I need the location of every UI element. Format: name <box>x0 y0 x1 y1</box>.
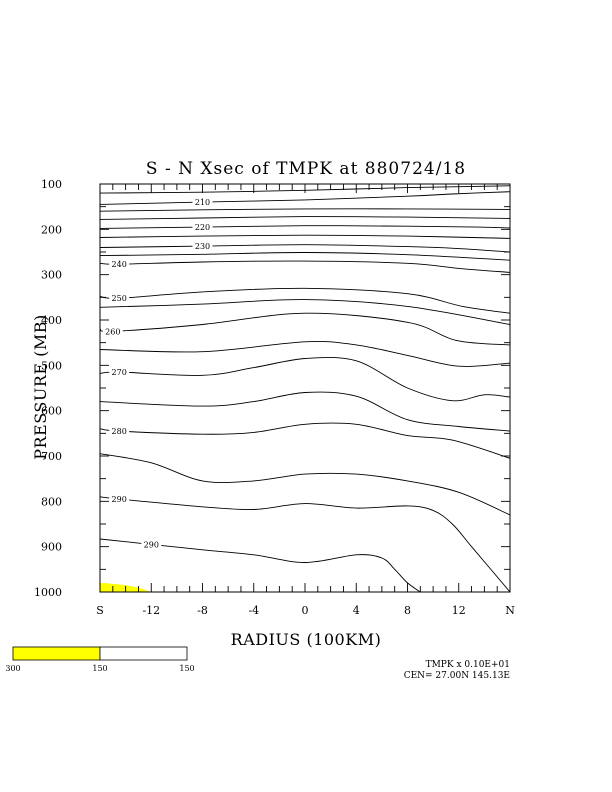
contour-line <box>99 252 511 261</box>
contour-label: 270 <box>112 368 127 377</box>
contour-label: 210 <box>195 198 210 207</box>
contour-layer: 210 220 230 240 250 260 270 280 290 290 <box>99 185 511 593</box>
y-tick-label: 800 <box>41 495 62 508</box>
footnote-center: CEN= 27.00N 145.13E <box>404 671 510 681</box>
x-tick-label: -12 <box>142 604 160 617</box>
y-axis-title: PRESSURE (MB) <box>31 314 50 460</box>
colorbar-label: 150 <box>92 664 107 673</box>
contour-label-bg <box>109 260 130 269</box>
contour-label: 260 <box>105 327 120 336</box>
x-tick-label: N <box>505 604 515 617</box>
x-tick-label: 4 <box>353 604 360 617</box>
colorbar-label: 150 <box>179 664 194 673</box>
contour-label: 240 <box>112 260 127 269</box>
contour-line <box>99 287 511 314</box>
colorbar-segment <box>12 646 101 661</box>
contour-label-bg <box>109 368 130 377</box>
contour-label: 230 <box>195 242 210 251</box>
tick-label-layer: S -12 -8 -4 0 4 8 12 N 100 200 300 400 500 600 700 800 90… <box>34 178 515 617</box>
y-tick-label: 900 <box>41 541 62 554</box>
contour-label-bg <box>109 427 130 436</box>
x-axis-title: RADIUS (100KM) <box>231 630 382 649</box>
footnote-variable: TMPK x 0.10E+01 <box>426 660 510 670</box>
contour-label-bg <box>192 242 213 251</box>
y-tick-label: 1000 <box>34 586 62 599</box>
tick-layer <box>99 183 511 593</box>
y-tick-label: 600 <box>41 405 62 418</box>
contour-line <box>99 225 511 229</box>
contour-line <box>99 391 511 432</box>
plot-frame <box>99 183 511 593</box>
contour-label-bg <box>109 294 130 303</box>
y-tick-label: 700 <box>41 450 62 463</box>
x-tick-label: 12 <box>452 604 466 617</box>
plot-border <box>99 183 511 593</box>
y-tick-label: 500 <box>41 359 62 372</box>
contour-label-bg <box>109 495 130 504</box>
y-tick-label: 100 <box>41 178 62 191</box>
contour-line <box>99 341 511 367</box>
contour-line <box>99 234 511 239</box>
contour-line <box>99 453 511 516</box>
contour-label-bg <box>102 327 123 336</box>
contour-label-bg <box>192 223 213 232</box>
colorbar-label: 300 <box>5 664 20 673</box>
contour-line <box>99 191 511 205</box>
colorbar-segment <box>99 646 188 661</box>
contour-label: 290 <box>144 540 159 549</box>
contour-label: 220 <box>195 223 210 232</box>
contour-label: 290 <box>112 495 127 504</box>
x-tick-label: S <box>96 604 104 617</box>
chart-title: S - N Xsec of TMPK at 880724/18 <box>146 159 466 179</box>
contour-line <box>99 260 511 273</box>
contour-line <box>99 496 511 593</box>
x-tick-label: -8 <box>197 604 208 617</box>
y-tick-label: 400 <box>41 314 62 327</box>
contour-line <box>99 538 421 593</box>
contour-line <box>99 422 511 459</box>
contour-line <box>99 216 511 220</box>
colorbar: 300 150 150 <box>5 646 195 673</box>
y-tick-label: 200 <box>41 223 62 236</box>
contour-label: 250 <box>112 294 127 303</box>
contour-label-bg <box>192 198 213 207</box>
contour-label: 280 <box>112 427 127 436</box>
contour-line <box>99 312 511 346</box>
contour-line <box>99 208 511 212</box>
contour-line <box>99 299 511 325</box>
contour-line <box>99 356 511 402</box>
contour-line <box>99 244 511 253</box>
contour-label-bg <box>141 540 162 549</box>
x-tick-label: 8 <box>404 604 411 617</box>
y-tick-label: 300 <box>41 269 62 282</box>
x-tick-label: 0 <box>302 604 309 617</box>
x-tick-label: -4 <box>248 604 259 617</box>
